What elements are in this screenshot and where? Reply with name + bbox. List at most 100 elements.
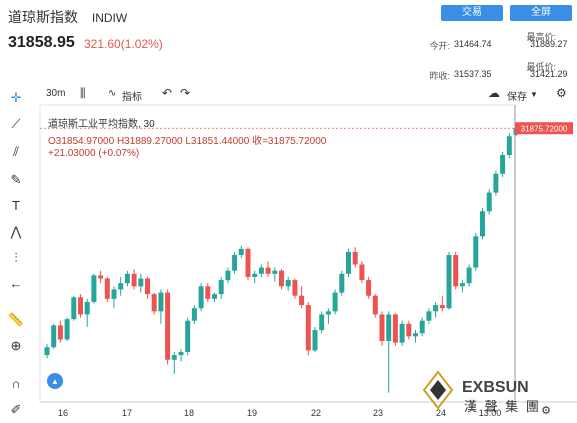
- settings-icon[interactable]: ⚙: [556, 86, 567, 100]
- candle-body: [386, 314, 392, 342]
- last-price-label: 31875.72000: [521, 125, 568, 134]
- candle-body: [212, 294, 217, 299]
- candle-body: [84, 301, 90, 315]
- watermark-logo: EXBSUN 漢 聲 集 團: [420, 368, 570, 418]
- candle-body: [57, 325, 63, 340]
- interval-selector[interactable]: 30m: [46, 88, 66, 99]
- low-label: 最低价:: [526, 62, 556, 72]
- open-label: 今开:: [429, 41, 450, 51]
- candle-body: [466, 267, 472, 284]
- candle-body: [104, 278, 110, 299]
- drawing-toolbar: ✛ ⟋ ⫽ ✎ T ⋀ ⫶ ← 📏 ⊕ ∩ ✐: [0, 88, 32, 422]
- measure-icon[interactable]: ⫶: [14, 250, 18, 265]
- candle-body: [285, 280, 291, 287]
- candle-body: [453, 255, 459, 287]
- candle-body: [218, 280, 224, 295]
- instrument-name: 道琼斯指数: [8, 9, 78, 25]
- candle-body: [265, 267, 271, 274]
- crosshair-icon[interactable]: ✛: [10, 90, 22, 105]
- candle-body: [191, 308, 197, 321]
- trade-button[interactable]: 交易: [441, 5, 503, 21]
- magnet-icon[interactable]: ∩: [11, 376, 21, 391]
- open-value: 31464.74: [454, 39, 492, 49]
- candle-body: [352, 251, 358, 265]
- fib-icon[interactable]: ⫽: [13, 144, 19, 159]
- candle-body: [473, 236, 479, 268]
- cloud-icon[interactable]: ☁: [488, 86, 500, 100]
- candle-body: [185, 320, 191, 352]
- candle-body: [372, 295, 378, 315]
- plot-frame: [39, 104, 516, 403]
- high-label: 最高价:: [526, 32, 556, 42]
- x-tick-label: 19: [247, 408, 257, 418]
- candle-body: [439, 305, 445, 309]
- indicator-button[interactable]: 指标: [122, 92, 142, 103]
- pattern-icon[interactable]: ⋀: [10, 224, 22, 239]
- brush-icon[interactable]: ✎: [10, 172, 22, 187]
- candle-body: [171, 355, 177, 360]
- candle-body: [71, 297, 77, 320]
- candle-body: [165, 292, 171, 360]
- candle-body: [205, 286, 211, 299]
- candle-body: [480, 211, 485, 237]
- instrument-title: 道琼斯指数 INDIW: [8, 7, 127, 27]
- candle-body: [158, 292, 164, 312]
- fullscreen-button[interactable]: 全屏: [510, 5, 572, 21]
- candle-body: [319, 314, 325, 331]
- candle-body: [299, 295, 305, 306]
- high-value: 31889.27: [530, 39, 568, 49]
- chart-legend-delta: +21.03000 (+0.07%): [48, 148, 140, 159]
- candle-body: [178, 351, 184, 356]
- logo-badge-icon[interactable]: [47, 373, 63, 389]
- candle-body: [332, 292, 338, 312]
- candle-body: [359, 264, 365, 281]
- undo-icon[interactable]: ↶: [162, 86, 173, 100]
- save-dropdown-icon[interactable]: ▼: [530, 90, 538, 99]
- current-price: 31858.95: [8, 34, 75, 51]
- candle-body: [51, 325, 57, 348]
- logo-badge-glyph: ▲: [51, 377, 59, 386]
- text-icon[interactable]: T: [12, 198, 20, 213]
- price-change: 321.60(1.02%): [84, 37, 163, 51]
- x-tick-label: 22: [311, 408, 321, 418]
- candle-body: [506, 136, 512, 156]
- chart-settings-icon[interactable]: ⚙: [541, 404, 551, 417]
- candle-body: [238, 248, 244, 256]
- candle-type-icon[interactable]: ⫼: [80, 86, 86, 100]
- candle-body: [413, 333, 418, 337]
- candle-body: [145, 278, 150, 295]
- zoom-in-icon[interactable]: ⊕: [10, 338, 22, 353]
- x-tick-label: 23: [373, 408, 383, 418]
- candle-body: [111, 289, 117, 299]
- indicator-icon[interactable]: ∿: [108, 88, 117, 99]
- candle-body: [486, 192, 492, 212]
- save-button[interactable]: 保存: [507, 92, 527, 103]
- candle-body: [459, 283, 465, 287]
- candle-body: [433, 305, 439, 312]
- candle-body: [78, 297, 83, 315]
- candle-body: [151, 294, 157, 312]
- candle-body: [245, 248, 251, 277]
- instrument-code: INDIW: [91, 11, 128, 25]
- candle-body: [232, 255, 238, 271]
- redo-icon[interactable]: ↷: [180, 86, 191, 100]
- prev-close-label: 昨收:: [429, 71, 450, 81]
- candle-body: [446, 255, 452, 309]
- x-tick-label: 13:00: [479, 408, 502, 418]
- candle-body: [292, 280, 298, 296]
- candle-body: [138, 278, 144, 287]
- candle-body: [426, 311, 432, 321]
- trendline-icon[interactable]: ⟋: [11, 116, 21, 131]
- candle-body: [98, 275, 104, 279]
- lock-icon[interactable]: ✐: [10, 402, 22, 417]
- ruler-icon[interactable]: 📏: [7, 312, 25, 327]
- candle-body: [399, 323, 405, 343]
- candle-body: [258, 267, 264, 274]
- back-arrow-icon[interactable]: ←: [9, 276, 23, 291]
- candle-body: [91, 275, 97, 302]
- candle-body: [131, 273, 137, 287]
- watermark-text: 漢 聲 集 團: [464, 399, 541, 414]
- candle-body: [225, 270, 231, 281]
- candle-body: [64, 319, 70, 340]
